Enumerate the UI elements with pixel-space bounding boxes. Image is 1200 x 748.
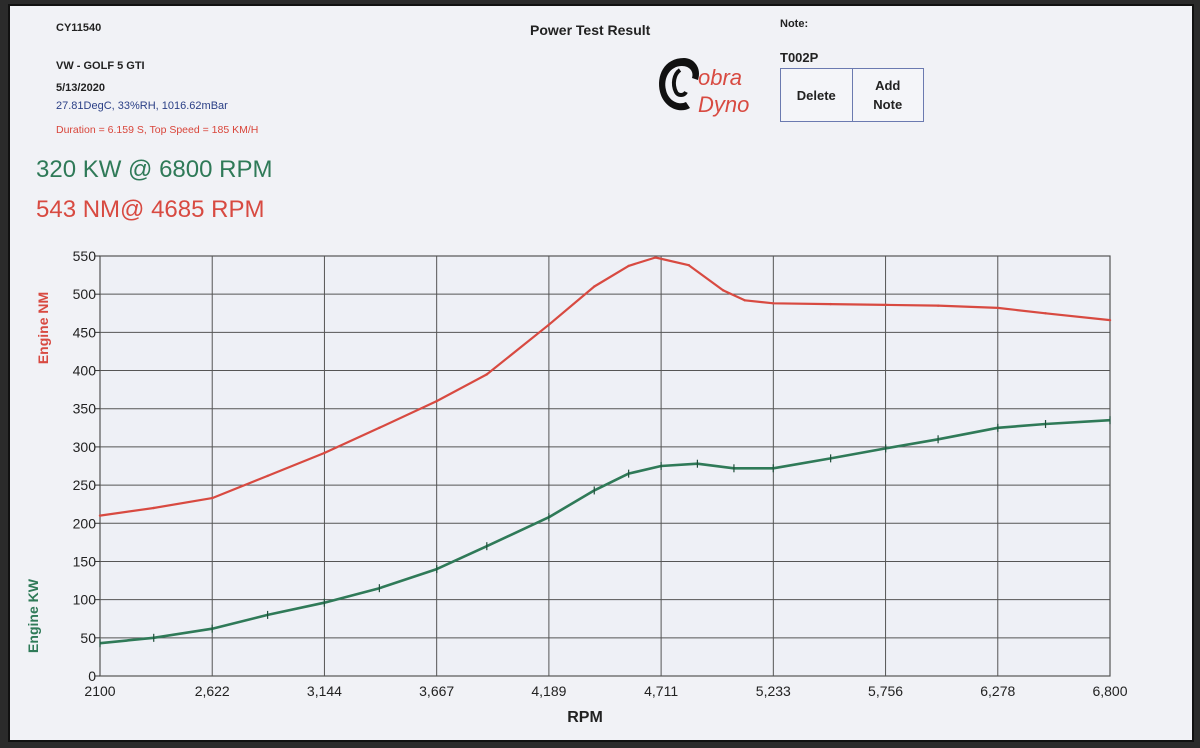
data-point-engine-nm	[98, 514, 102, 517]
note-code: T002P	[780, 50, 819, 65]
x-tick-label: 3,667	[419, 683, 454, 699]
x-axis-label: RPM	[567, 709, 603, 726]
x-tick-label: 3,144	[307, 683, 342, 699]
data-point-engine-nm	[936, 304, 940, 307]
duration-speed: Duration = 6.159 S, Top Speed = 185 KM/H	[56, 124, 259, 136]
y-tick-label: 450	[73, 324, 97, 340]
y-tick-label: 200	[73, 515, 97, 531]
logo-text-line1: obra	[698, 65, 742, 90]
data-point-engine-nm	[687, 263, 691, 267]
data-point-engine-nm	[654, 256, 657, 259]
data-point-engine-nm	[996, 306, 1000, 310]
y-tick-label: 100	[73, 592, 97, 608]
logo-text-line2: Dyno	[698, 92, 749, 117]
test-date: 5/13/2020	[56, 82, 105, 94]
series-line-engine-nm	[99, 256, 1111, 517]
y-tick-label: 300	[73, 439, 97, 455]
data-point-engine-nm	[435, 399, 438, 403]
y-axis-label-power: Engine KW	[25, 578, 41, 653]
data-point-engine-nm	[627, 264, 630, 268]
add-note-button[interactable]: Add Note	[851, 69, 924, 121]
dyno-chart: 2100 2,622 3,144 3,667 4,189 4,711 5,233 5,756 6…	[25, 248, 1128, 726]
x-tick-label: 6,800	[1092, 683, 1127, 699]
x-tick-label: 6,278	[980, 683, 1015, 699]
data-point-engine-nm	[323, 451, 326, 455]
note-label: Note:	[780, 18, 809, 30]
x-tick-label: 2100	[84, 683, 115, 699]
data-point-engine-nm	[829, 302, 832, 306]
data-point-engine-nm	[721, 289, 725, 292]
x-tick-label: 2,622	[195, 683, 230, 699]
weather-conditions: 27.81DegC, 33%RH, 1016.62mBar	[56, 100, 228, 112]
y-tick-label: 500	[73, 286, 97, 302]
x-tick-label: 5,233	[756, 683, 791, 699]
y-tick-label: 350	[73, 401, 97, 417]
delete-button[interactable]: Delete	[796, 87, 836, 103]
y-axis-label-torque: Engine NM	[35, 292, 51, 364]
data-point-engine-nm	[266, 474, 269, 478]
data-point-engine-nm	[210, 496, 214, 500]
data-point-engine-nm	[1044, 312, 1047, 315]
vehicle-name: VW - GOLF 5 GTI	[56, 60, 145, 72]
data-point-engine-nm	[884, 303, 887, 307]
data-point-engine-nm	[1108, 318, 1112, 322]
run-id: CY11540	[56, 22, 102, 34]
data-point-engine-nm	[772, 302, 775, 305]
note-button-group: Delete Add Note	[780, 68, 924, 122]
x-tick-label: 4,189	[531, 683, 566, 699]
y-tick-label: 50	[80, 630, 96, 646]
y-tick-label: 550	[73, 248, 97, 264]
y-tick-label: 250	[73, 477, 97, 493]
data-point-engine-nm	[485, 373, 489, 376]
peak-power-summary: 320 KW @ 6800 RPM	[36, 156, 273, 183]
dyno-report-sheet: CY11540 VW - GOLF 5 GTI 5/13/2020 27.81D…	[8, 4, 1194, 742]
data-point-engine-nm	[378, 426, 381, 430]
y-tick-label: 0	[88, 668, 96, 684]
y-tick-label: 150	[73, 553, 97, 569]
page-title: Power Test Result	[530, 22, 651, 38]
data-point-engine-nm	[743, 299, 746, 302]
y-tick-label: 400	[73, 363, 97, 379]
peak-torque-summary: 543 NM@ 4685 RPM	[36, 196, 265, 223]
x-tick-label: 5,756	[868, 683, 903, 699]
data-point-engine-nm	[152, 506, 155, 510]
x-tick-label: 4,711	[644, 683, 678, 699]
cobra-dyno-logo-icon: obra Dyno	[659, 58, 749, 117]
data-point-engine-nm	[593, 285, 596, 288]
plot-area	[99, 255, 1111, 677]
data-point-engine-nm	[547, 323, 551, 326]
